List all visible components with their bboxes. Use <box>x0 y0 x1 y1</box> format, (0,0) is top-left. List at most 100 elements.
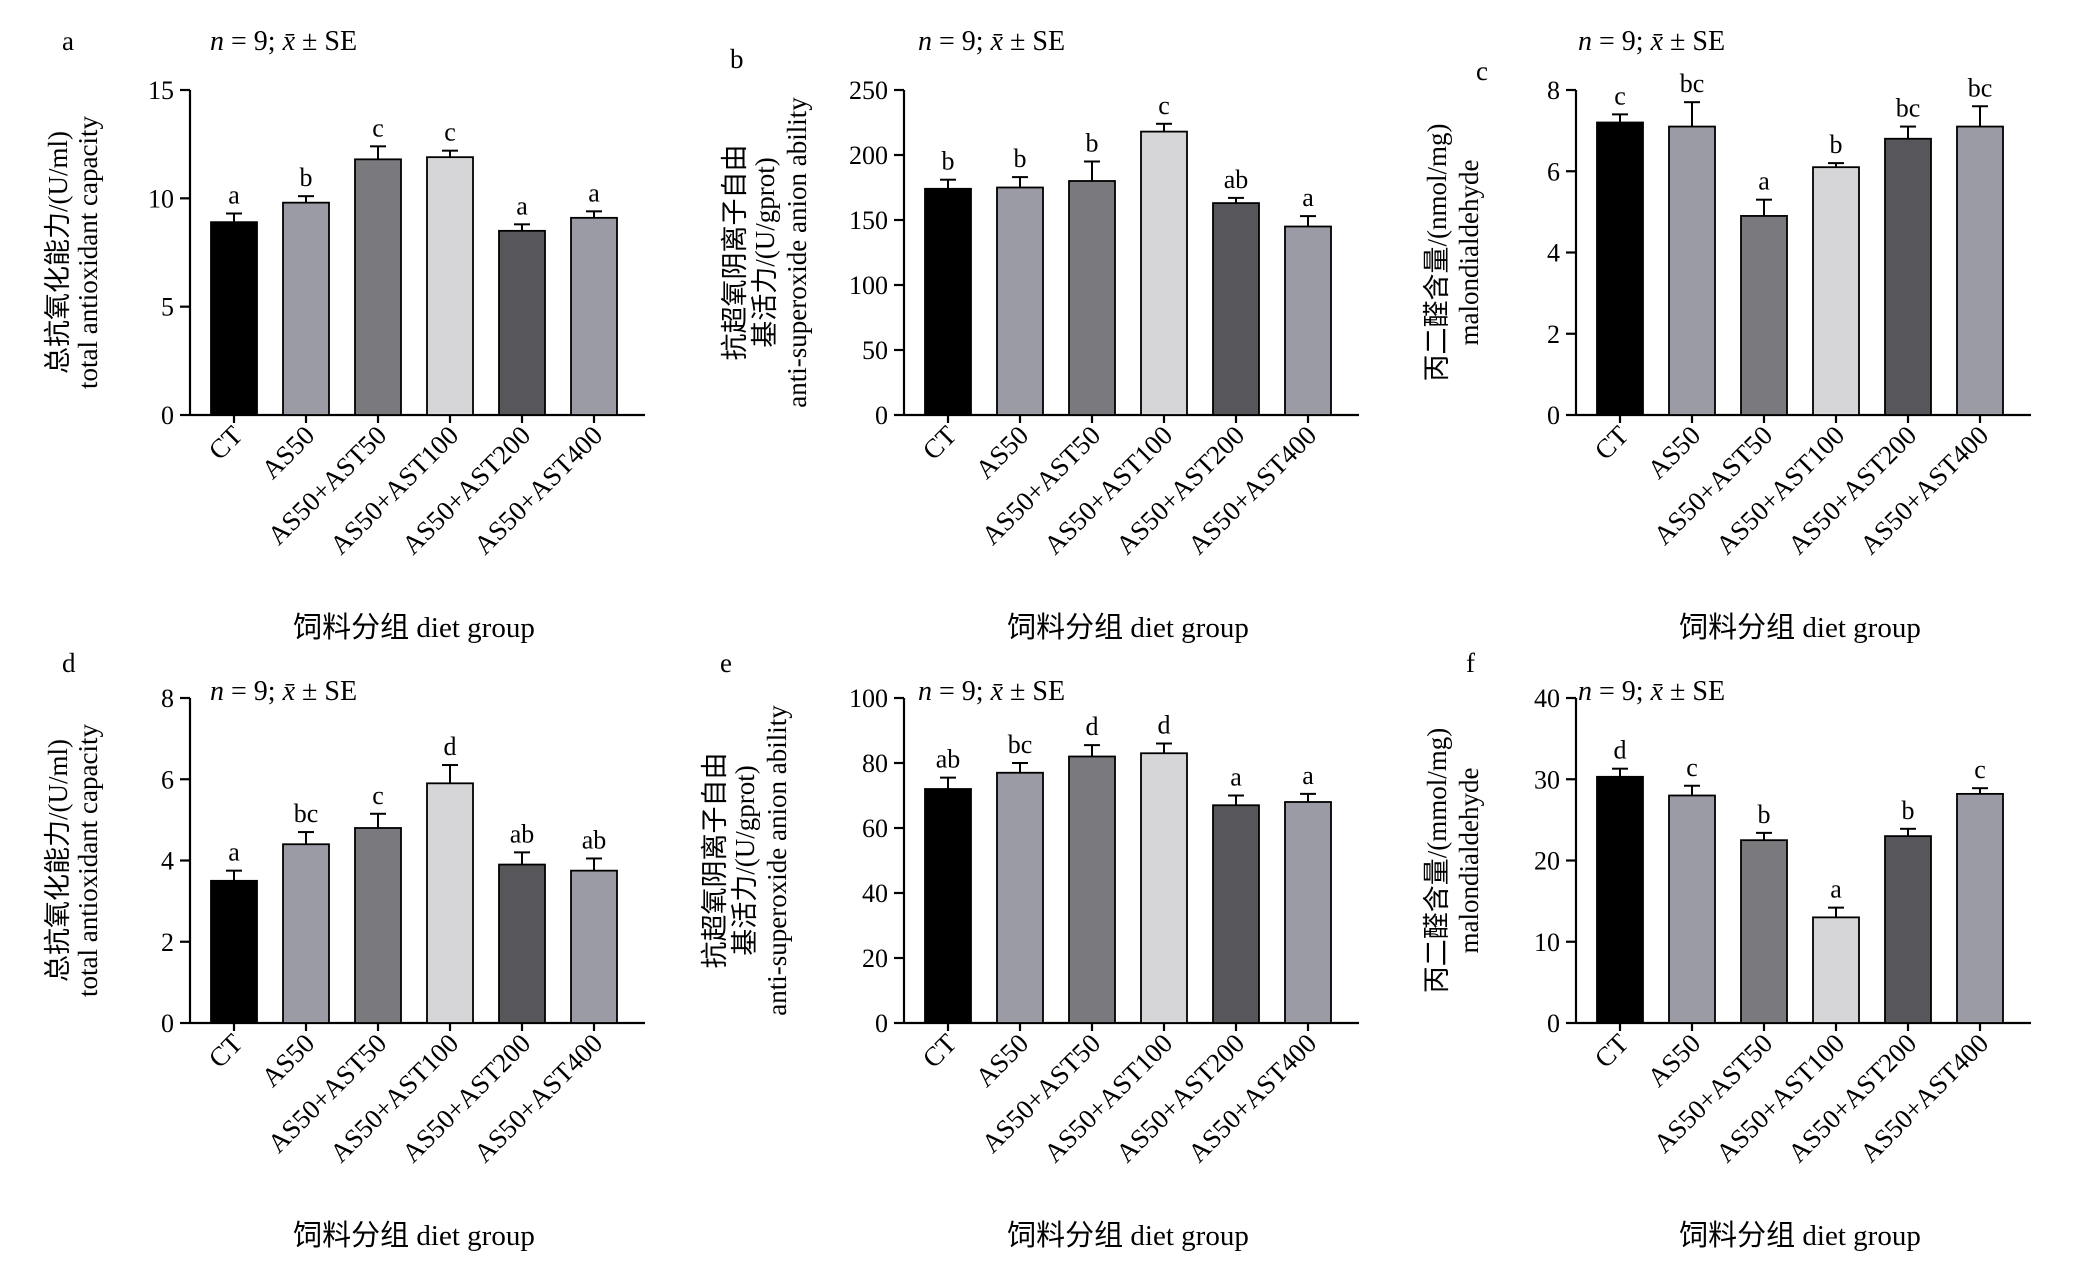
bar <box>1884 137 1932 416</box>
category-label: AS50+AST400 <box>468 420 608 560</box>
bar <box>1812 916 1860 1024</box>
y-axis-label: anti-superoxide anion ability <box>782 97 812 408</box>
panel-f: f n = 9; x̄ ± SE 0 10 20 30 40 丙二醛含量/(mmol/mg) m… <box>1422 648 2031 1252</box>
bar <box>1884 835 1932 1024</box>
category-label: AS50 <box>1642 420 1707 485</box>
category-label: AS50+AST400 <box>1182 1028 1322 1168</box>
panel-label: d <box>62 648 76 678</box>
y-axis-label: 总抗氧化能力/(U/ml) <box>43 739 73 982</box>
y-tick-label: 15 <box>148 76 174 105</box>
bar <box>426 782 474 1024</box>
significance-letter: b <box>942 147 955 176</box>
panel-e: e n = 9; x̄ ± SE 0 20 40 60 80 100 抗超氧阴离子自由 基活力/(… <box>700 648 1359 1252</box>
y-tick-label: 0 <box>161 1009 174 1038</box>
panel-label: c <box>1476 56 1488 86</box>
bar <box>1956 792 2004 1024</box>
significance-letter: b <box>1758 800 1771 829</box>
bar <box>426 156 474 416</box>
category-label: AS50+AST400 <box>468 1028 608 1168</box>
significance-letter: b <box>300 163 313 192</box>
stat-note: n = 9; x̄ ± SE <box>210 676 357 707</box>
y-tick-label: 10 <box>148 184 174 213</box>
category-label: AS50+AST100 <box>1038 420 1178 560</box>
category-label: AS50+AST200 <box>1110 1028 1250 1168</box>
category-label: AS50+AST200 <box>1110 420 1250 560</box>
panel-d: d n = 9; x̄ ± SE 0 2 4 6 8 总抗氧化能力/(U/ml) total a… <box>43 648 645 1252</box>
panel-label: f <box>1466 648 1475 678</box>
y-tick-label: 0 <box>161 401 174 430</box>
significance-letter: a <box>588 178 600 207</box>
y-axis-label: 丙二醛含量/(nmol/mg) <box>1422 124 1452 382</box>
significance-letter: c <box>372 781 384 810</box>
y-axis-label: 丙二醛含量/(mmol/mg) <box>1422 728 1452 994</box>
significance-letter: c <box>372 113 384 142</box>
significance-letter: a <box>228 838 240 867</box>
y-tick-label: 0 <box>1547 1009 1560 1038</box>
bar <box>570 869 618 1024</box>
panel-label: b <box>730 44 744 74</box>
significance-letter: ab <box>1224 165 1249 194</box>
significance-letter: c <box>1686 753 1698 782</box>
significance-letter: bc <box>1008 730 1033 759</box>
significance-letter: c <box>1158 91 1170 120</box>
category-label: AS50 <box>256 1028 321 1093</box>
bar <box>282 843 330 1024</box>
significance-letter: a <box>1302 761 1314 790</box>
y-tick-label: 20 <box>862 944 888 973</box>
significance-letter: ab <box>936 745 961 774</box>
y-axis-label: anti-superoxide anion ability <box>762 705 792 1016</box>
y-tick-label: 8 <box>1547 76 1560 105</box>
significance-letter: a <box>228 181 240 210</box>
bar <box>498 863 546 1024</box>
bar <box>1140 130 1188 416</box>
y-tick-label: 4 <box>161 847 174 876</box>
bar <box>924 788 972 1024</box>
category-label: CT <box>203 1028 249 1074</box>
category-label: CT <box>917 420 963 466</box>
category-label: AS50 <box>1642 1028 1707 1093</box>
y-tick-label: 80 <box>862 749 888 778</box>
significance-letter: bc <box>1680 69 1705 98</box>
bar <box>210 221 258 416</box>
y-axis-label: malondialdehyde <box>1454 768 1484 954</box>
y-tick-label: 250 <box>849 76 888 105</box>
bar <box>1068 180 1116 416</box>
category-label: AS50+AST200 <box>396 420 536 560</box>
y-axis-label: 抗超氧阴离子自由 <box>720 145 750 361</box>
significance-letter: b <box>1086 129 1099 158</box>
bar <box>1284 225 1332 416</box>
bar <box>354 158 402 416</box>
y-tick-label: 100 <box>849 684 888 713</box>
stat-note: n = 9; x̄ ± SE <box>918 676 1065 707</box>
significance-letter: a <box>1302 183 1314 212</box>
stat-note: n = 9; x̄ ± SE <box>210 26 357 57</box>
bar <box>1212 202 1260 416</box>
category-label: CT <box>1589 1028 1635 1074</box>
category-label: CT <box>917 1028 963 1074</box>
y-tick-label: 20 <box>1534 847 1560 876</box>
category-label: AS50 <box>256 420 321 485</box>
significance-letter: d <box>444 732 457 761</box>
bar <box>354 827 402 1024</box>
category-label: AS50+AST100 <box>324 1028 464 1168</box>
bar <box>1740 215 1788 416</box>
significance-letter: a <box>1230 763 1242 792</box>
y-tick-label: 150 <box>849 206 888 235</box>
bar <box>1212 804 1260 1024</box>
y-tick-label: 30 <box>1534 765 1560 794</box>
bar <box>1956 125 2004 416</box>
y-tick-label: 2 <box>1547 320 1560 349</box>
y-axis-label: malondialdehyde <box>1454 160 1484 346</box>
y-tick-label: 100 <box>849 271 888 300</box>
x-axis-label: 饲料分组 diet group <box>1007 1219 1249 1252</box>
bar <box>1812 166 1860 416</box>
bar <box>1668 125 1716 416</box>
significance-letter: b <box>1902 796 1915 825</box>
significance-letter: a <box>1830 875 1842 904</box>
category-label: AS50 <box>970 420 1035 485</box>
stat-note: n = 9; x̄ ± SE <box>918 26 1065 57</box>
category-label: AS50+AST200 <box>1782 420 1922 560</box>
panel-a: a n = 9; x̄ ± SE 0 5 10 15 总抗氧化能力/(U/ml) total … <box>43 26 645 644</box>
category-label: AS50+AST100 <box>1710 1028 1850 1168</box>
y-tick-label: 0 <box>1547 401 1560 430</box>
